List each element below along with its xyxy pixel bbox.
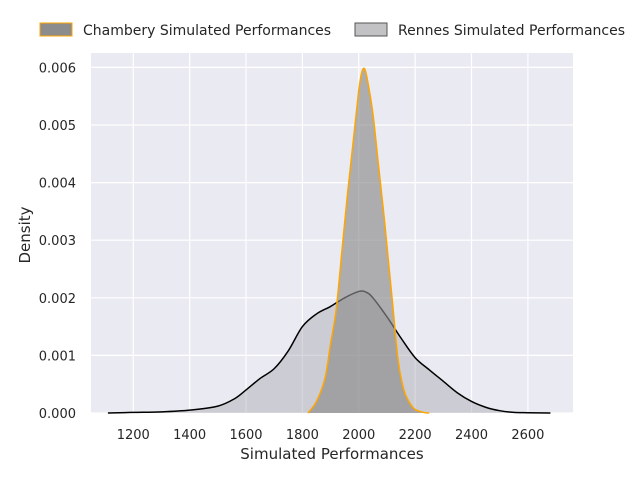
legend-label-rennes: Rennes Simulated Performances <box>398 23 625 39</box>
x-axis-label: Simulated Performances <box>240 445 424 463</box>
y-tick-label: 0.003 <box>39 234 76 249</box>
x-tick-label: 2200 <box>399 428 432 443</box>
density-area-chambery <box>308 68 430 414</box>
x-tick-label: 1600 <box>229 428 262 443</box>
y-tick-label: 0.002 <box>39 292 76 307</box>
y-tick-label: 0.004 <box>39 177 76 192</box>
x-tick-label: 1200 <box>117 428 150 443</box>
x-tick-label: 2000 <box>342 428 375 443</box>
density-series <box>107 67 551 414</box>
x-tick-label: 2600 <box>511 428 544 443</box>
y-tick-label: 0.005 <box>39 119 76 134</box>
legend-label-chambery: Chambery Simulated Performances <box>83 23 331 39</box>
y-tick-label: 0.006 <box>39 61 76 76</box>
y-tick-label: 0.000 <box>39 407 76 422</box>
x-tick-label: 1400 <box>173 428 206 443</box>
legend: Chambery Simulated Performances Rennes S… <box>39 22 625 39</box>
density-curve-chambery <box>307 67 430 414</box>
y-axis-label: Density <box>16 206 34 263</box>
y-tick-label: 0.001 <box>39 349 76 364</box>
x-tick-label: 2400 <box>455 428 488 443</box>
tick-labels: 1200 1400 1600 1800 2000 2200 2400 2600 0.000 0.0… <box>39 61 545 443</box>
legend-swatch-rennes <box>354 22 388 37</box>
legend-swatch-chambery <box>39 22 73 37</box>
x-tick-label: 1800 <box>286 428 319 443</box>
